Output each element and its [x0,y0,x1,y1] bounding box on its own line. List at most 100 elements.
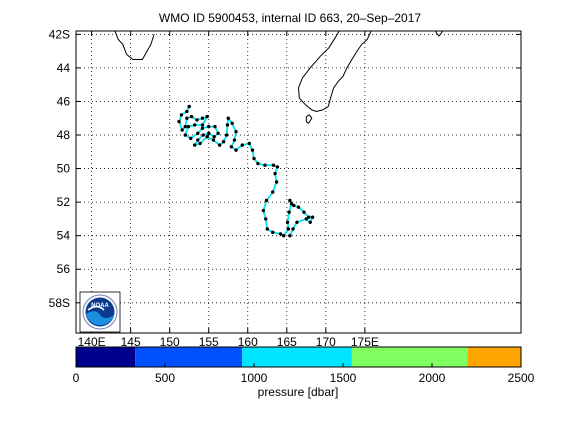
track-point [185,109,189,114]
coastline [305,114,313,125]
track-point [205,135,209,139]
map-frame [75,30,522,334]
track-point [196,131,200,136]
track-point [234,148,238,152]
track-point [207,131,211,136]
track-point [230,121,234,125]
track-point [180,128,184,132]
track-point [200,123,205,127]
map-background [76,31,521,333]
track-point [221,140,226,144]
track-point [302,210,306,214]
track-point [278,232,283,236]
track-point [271,163,276,167]
colorbar-segment [242,347,352,367]
lon-tick-label: 155 [199,335,219,349]
lat-tick-label: 50 [57,162,71,176]
track-point [240,143,244,147]
track-point [216,131,220,136]
lat-tick-label: 44 [57,61,71,75]
coastline [434,31,444,37]
track-point [200,116,205,120]
track-point [281,233,286,238]
track-point [292,203,296,208]
track-point [256,161,260,166]
noaa-logo-wave [86,311,114,326]
track-point [211,138,216,142]
noaa-logo-bird [87,305,105,311]
track-point [186,124,191,129]
track-point [207,124,211,129]
lat-tick-label: 56 [57,262,71,276]
colorbar-tick-label: 500 [155,371,175,385]
figure-title: WMO ID 5900453, internal ID 663, 20–Sep–… [159,11,421,25]
track-point [296,205,301,209]
track-point [304,217,309,221]
track-point [183,124,187,129]
lon-tick-label: 160 [238,335,258,349]
lon-tick-label: 145 [121,335,141,349]
colorbar-segment [135,347,243,367]
track-point [234,129,238,134]
map-area: 42S 44 46 48 50 52 54 56 58S 140E 145 150 155 160 165 1… [49,27,522,349]
track-point [274,180,279,184]
track-point [232,138,237,142]
colorbar-frame [75,346,522,368]
track-point [306,215,311,219]
track-point [271,230,275,235]
lon-tick-label: 150 [160,335,180,349]
lon-tick-label: 170 [316,335,336,349]
lon-tick-label: 175E [351,335,379,349]
track-point [205,114,209,119]
track-point [271,190,275,194]
noaa-logo-text: NOAA [91,303,109,309]
track-point [177,119,181,124]
track-point [264,198,269,203]
colorbar: 0 500 1000 1500 2000 2500 [73,346,535,385]
track-point [295,220,299,224]
track-point [263,163,267,167]
track-point [250,148,255,152]
colorbar-label: pressure [dbar] [258,385,339,399]
track-point [201,133,205,137]
coastline [297,31,372,113]
track-point [200,126,205,131]
track-point [213,124,217,129]
track-point [261,208,266,213]
colorbar-segment [351,347,468,367]
track-point [198,141,202,146]
track-point [226,116,230,120]
lat-tick-label: 52 [57,195,71,209]
track-point [247,141,252,146]
colorbar-tick-label: 1000 [241,371,268,385]
lon-tick-label: 165 [277,335,297,349]
track-point [265,227,269,231]
noaa-logo: NOAA [79,291,121,333]
track-point [287,210,291,214]
lat-tick-label: 46 [57,94,71,108]
lon-tick-label: 140E [78,335,106,349]
track-point [264,217,268,221]
lat-tick-label: 48 [57,128,71,142]
track-point [286,227,291,231]
track-point [189,114,194,119]
track-point [192,123,197,127]
coastlines [114,31,444,125]
track-point [189,136,193,141]
track-point [217,143,222,147]
track-point [179,113,184,117]
track-point [229,145,234,149]
track-point [275,165,280,169]
lat-tick-label: 54 [57,229,71,243]
lat-tick-label: 58S [49,296,70,310]
track-point [196,138,200,142]
track-point [185,116,189,120]
track-point [192,143,197,147]
track-point [224,133,229,137]
track-point [288,198,292,203]
colorbar-tick-label: 1500 [330,371,357,385]
track-point [225,123,230,127]
colorbar-tick-label: 2500 [508,371,535,385]
